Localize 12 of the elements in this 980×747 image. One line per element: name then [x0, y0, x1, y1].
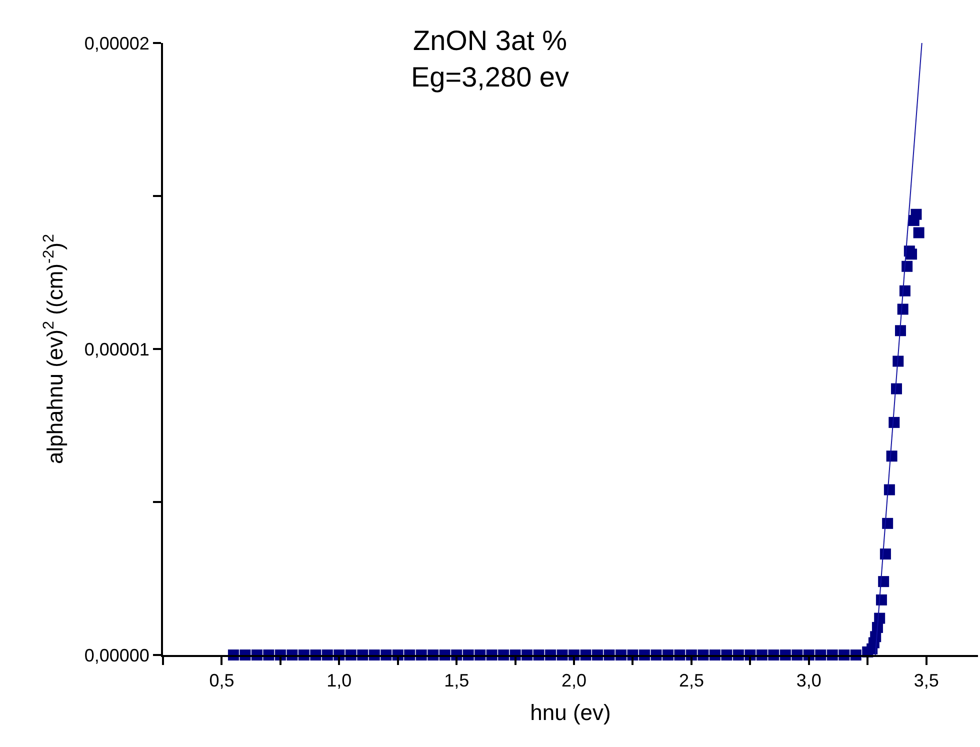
x-tick-label: 2,5	[678, 670, 704, 691]
x-tick-label: 3,5	[914, 670, 939, 691]
x-tick-label: 1,0	[326, 670, 352, 691]
x-tick-label: 3,0	[796, 670, 822, 691]
chart-title: ZnON 3at % Eg=3,280 ev	[410, 25, 570, 92]
x-tick-label: 2,0	[562, 670, 587, 691]
x-axis-title: hnu (ev)	[530, 700, 611, 725]
y-tick-label: 0,00002	[84, 33, 150, 54]
y-tick-label: 0,00001	[84, 339, 150, 360]
x-tick-label: 0,5	[209, 670, 234, 691]
x-tick-label: 1,5	[444, 670, 470, 691]
y-tick-label: 0,00000	[84, 645, 150, 666]
